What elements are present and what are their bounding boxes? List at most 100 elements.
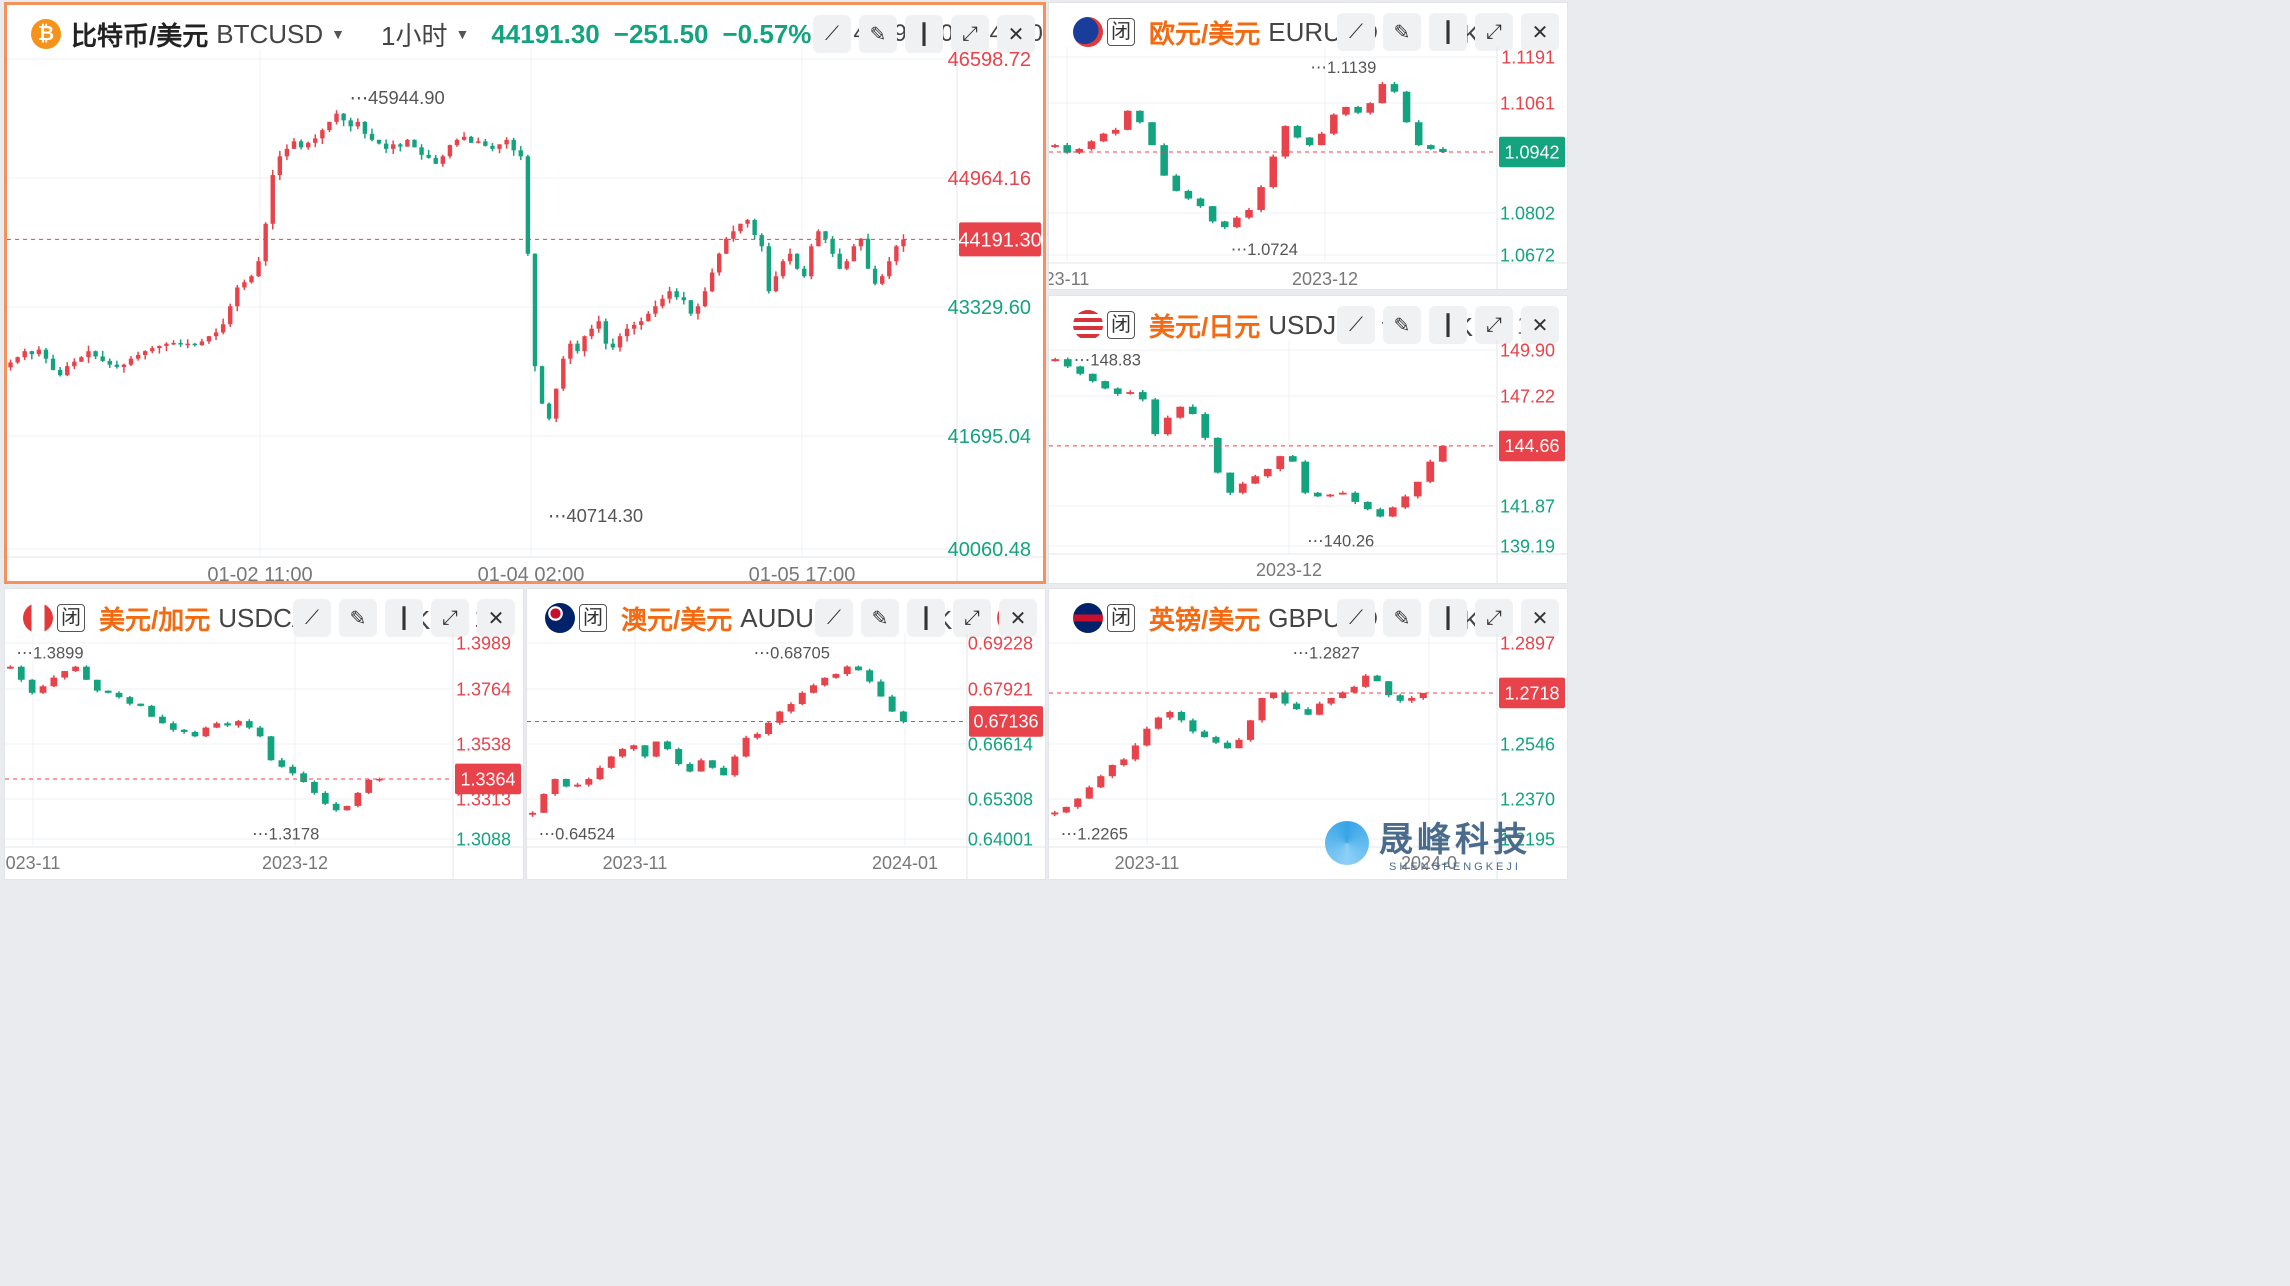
candle-body [115, 692, 123, 698]
candle-body [1087, 141, 1096, 149]
candlestick-icon[interactable]: ┃ [1429, 13, 1467, 51]
candle-body [1143, 728, 1151, 746]
usdjpy-candlestick-chart[interactable]: 149.90 147.22 141.87 139.19 2023-12 144.66 ⋯14… [1049, 296, 1567, 583]
candle-body [213, 332, 219, 337]
candle-body [816, 231, 821, 247]
close-icon[interactable]: ✕ [477, 599, 515, 637]
last-price-tag [455, 763, 521, 795]
candle-body [1269, 156, 1277, 188]
candle-body [809, 246, 814, 277]
expand-icon[interactable]: ⤢ [951, 15, 989, 53]
line-chart-icon[interactable]: ⟋ [1337, 13, 1375, 51]
symbol-name[interactable]: 澳元/美元 [621, 604, 733, 635]
usdcad-candlestick-chart[interactable]: 1.3989 1.3764 1.3538 1.3313 1.3088 023-11 2023… [5, 589, 523, 879]
chevron-down-icon[interactable]: ▼ [331, 26, 345, 42]
candle-body [300, 773, 307, 783]
candle-body [720, 767, 728, 776]
close-icon[interactable]: ✕ [1521, 13, 1559, 51]
candlestick-icon[interactable]: ┃ [907, 599, 945, 637]
candle-body [107, 360, 112, 365]
line-chart-icon[interactable]: ⟋ [813, 15, 851, 53]
candle-body [383, 143, 389, 149]
timeframe-selector[interactable]: 1小时 [381, 20, 448, 51]
y-tick-label: 0.67921 [968, 679, 1033, 699]
close-icon[interactable]: ✕ [997, 15, 1035, 53]
candle-body [61, 671, 69, 678]
pencil-icon[interactable]: ✎ [1383, 306, 1421, 344]
candle-body [320, 130, 325, 139]
line-chart-icon[interactable]: ⟋ [815, 599, 853, 637]
panel-usdjpy[interactable]: 闭 美元/日元 USDJPY ▼ 日K ▼ 14 ⟋ ✎ ┃ ⤢ ✕ 149.9… [1048, 295, 1568, 584]
last-price-tag-label: 1.3364 [460, 769, 515, 789]
eurusd-candlestick-chart[interactable]: 1.1191 1.1061 1.0802 1.0672 23-11 2023-12 1.09… [1049, 3, 1567, 289]
candlestick-icon[interactable]: ┃ [1429, 306, 1467, 344]
expand-icon[interactable]: ⤢ [953, 599, 991, 637]
candle-body [278, 760, 286, 767]
expand-icon[interactable]: ⤢ [1475, 306, 1513, 344]
symbol-name[interactable]: 欧元/美元 [1149, 18, 1261, 49]
expand-icon[interactable]: ⤢ [1475, 13, 1513, 51]
candlestick-icon[interactable]: ┃ [1429, 599, 1467, 637]
candle-body [256, 727, 264, 737]
candle-body [1426, 461, 1435, 482]
candlestick-icon[interactable]: ┃ [905, 15, 943, 53]
us-flag-icon [1073, 310, 1103, 340]
panel-audusd[interactable]: 闭 澳元/美元 AUDUSD ▼ 日K ▼ 0 ⟋ ✎ ┃ ⤢ ✕ 0.6922… [526, 588, 1046, 880]
pencil-icon[interactable]: ✎ [1383, 599, 1421, 637]
candle-body [717, 253, 722, 273]
symbol-name[interactable]: 比特币/美元 [71, 20, 209, 51]
close-icon[interactable]: ✕ [1521, 599, 1559, 637]
candle-body [235, 287, 240, 307]
close-icon[interactable]: ✕ [1521, 306, 1559, 344]
line-chart-icon[interactable]: ⟋ [1337, 599, 1375, 637]
candle-body [1235, 739, 1243, 749]
panel-usdcad[interactable]: 闭 美元/加元 USDCAD ▼ 日K ▼ 1 ⟋ ✎ ┃ ⤢ ✕ 1.3989… [4, 588, 524, 880]
market-closed-badge: 闭 [57, 604, 85, 632]
symbol-name[interactable]: 美元/加元 [99, 604, 211, 635]
candle-body [787, 704, 795, 712]
line-chart-icon[interactable]: ⟋ [293, 599, 331, 637]
candle-body [504, 139, 509, 145]
candle-body [28, 679, 36, 693]
candle-body [695, 306, 701, 314]
high-annotation: ⋯1.1139 [1310, 58, 1376, 77]
candle-body [171, 342, 176, 345]
candle-body [1088, 373, 1097, 382]
candle-body [1166, 711, 1174, 718]
audusd-candlestick-chart[interactable]: 0.69228 0.67921 0.66614 0.65308 0.64001 2023-… [527, 589, 1045, 879]
panel-eurusd[interactable]: 闭 欧元/美元 EURUSD ▼ 日K ▼ 1 ⟋ ✎ ┃ ⤢ ✕ 1.1191… [1048, 2, 1568, 290]
candle-body [901, 239, 906, 247]
expand-icon[interactable]: ⤢ [431, 599, 469, 637]
candle-body [731, 231, 736, 239]
close-icon[interactable]: ✕ [999, 599, 1037, 637]
symbol-name[interactable]: 美元/日元 [1149, 311, 1261, 342]
pencil-icon[interactable]: ✎ [859, 15, 897, 53]
candle-body [660, 298, 665, 307]
pencil-icon[interactable]: ✎ [1383, 13, 1421, 51]
candlestick-icon[interactable]: ┃ [385, 599, 423, 637]
panel-btcusd[interactable]: ₿ 比特币/美元 BTCUSD ▼ 1小时 ▼ 44191.30 −251.50… [4, 2, 1046, 584]
btc-candlestick-chart[interactable]: 46598.72 44964.16 43329.60 41695.04 40060.48… [7, 5, 1043, 581]
candle-body [596, 321, 601, 329]
candle-body [313, 138, 318, 143]
gbpusd-candlestick-chart[interactable]: 1.2897 1.2546 1.2370 1.2195 2023-11 2024-0 1.2… [1049, 589, 1567, 879]
candle-body [582, 336, 587, 352]
chevron-down-icon[interactable]: ▼ [455, 26, 470, 42]
candle-body [1288, 456, 1297, 462]
low-annotation: ⋯1.2265 [1061, 824, 1128, 843]
symbol-name[interactable]: 英镑/美元 [1149, 604, 1261, 635]
expand-icon[interactable]: ⤢ [1475, 599, 1513, 637]
line-chart-icon[interactable]: ⟋ [1337, 306, 1375, 344]
pencil-icon[interactable]: ✎ [339, 599, 377, 637]
candle-body [1200, 731, 1209, 738]
candle-body [1208, 206, 1217, 222]
pencil-icon[interactable]: ✎ [861, 599, 899, 637]
candle-body [334, 113, 339, 122]
price-change: −251.50 [613, 18, 709, 49]
candle-body [823, 231, 828, 239]
symbol-code[interactable]: BTCUSD [216, 18, 324, 49]
high-annotation: ⋯45944.90 [350, 87, 445, 108]
panel-toolbar: ⟋ ✎ ┃ ⤢ ✕ [293, 599, 515, 637]
panel-gbpusd[interactable]: 闭 英镑/美元 GBPUSD ▼ 日K ▼ 1 ⟋ ✎ ┃ ⤢ ✕ 1.2897… [1048, 588, 1568, 880]
candle-body [787, 253, 793, 262]
